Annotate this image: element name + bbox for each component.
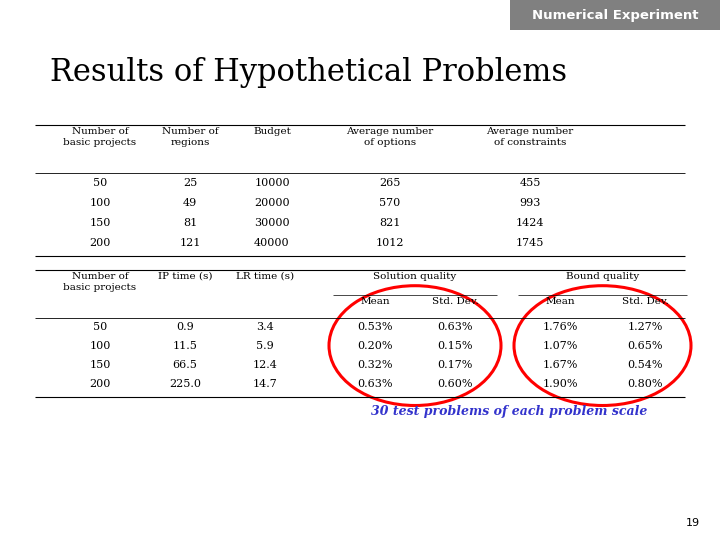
Text: 11.5: 11.5 bbox=[173, 341, 197, 351]
Text: 0.65%: 0.65% bbox=[627, 341, 662, 351]
Text: Number of
regions: Number of regions bbox=[162, 127, 218, 147]
Text: 12.4: 12.4 bbox=[253, 360, 277, 370]
Text: 200: 200 bbox=[89, 379, 111, 389]
Text: 50: 50 bbox=[93, 322, 107, 332]
Text: Results of Hypothetical Problems: Results of Hypothetical Problems bbox=[50, 57, 567, 87]
Text: 0.60%: 0.60% bbox=[437, 379, 473, 389]
Text: 81: 81 bbox=[183, 218, 197, 228]
Text: 0.15%: 0.15% bbox=[437, 341, 473, 351]
Text: 150: 150 bbox=[89, 360, 111, 370]
Text: 0.63%: 0.63% bbox=[357, 379, 392, 389]
Text: 455: 455 bbox=[519, 178, 541, 188]
Text: 1424: 1424 bbox=[516, 218, 544, 228]
Text: 30000: 30000 bbox=[254, 218, 290, 228]
Text: Number of
basic projects: Number of basic projects bbox=[63, 272, 137, 292]
Text: 121: 121 bbox=[179, 238, 201, 248]
Text: 100: 100 bbox=[89, 341, 111, 351]
Text: 1745: 1745 bbox=[516, 238, 544, 248]
Text: 0.32%: 0.32% bbox=[357, 360, 392, 370]
Text: 19: 19 bbox=[686, 518, 700, 528]
Text: 0.54%: 0.54% bbox=[627, 360, 662, 370]
Text: 265: 265 bbox=[379, 178, 401, 188]
Text: Solution quality: Solution quality bbox=[374, 272, 456, 281]
Text: 100: 100 bbox=[89, 198, 111, 208]
Text: 50: 50 bbox=[93, 178, 107, 188]
Text: 150: 150 bbox=[89, 218, 111, 228]
Text: 0.63%: 0.63% bbox=[437, 322, 473, 332]
Text: Numerical Experiment: Numerical Experiment bbox=[532, 9, 698, 22]
Text: Mean: Mean bbox=[545, 296, 575, 306]
Text: 0.53%: 0.53% bbox=[357, 322, 392, 332]
Text: 1.07%: 1.07% bbox=[542, 341, 577, 351]
Text: 10000: 10000 bbox=[254, 178, 290, 188]
Text: 3.4: 3.4 bbox=[256, 322, 274, 332]
Text: 14.7: 14.7 bbox=[253, 379, 277, 389]
Text: 1.76%: 1.76% bbox=[542, 322, 577, 332]
Text: 5.9: 5.9 bbox=[256, 341, 274, 351]
Text: 1.67%: 1.67% bbox=[542, 360, 577, 370]
Text: Std. Dev.: Std. Dev. bbox=[431, 296, 478, 306]
Text: 1012: 1012 bbox=[376, 238, 404, 248]
Text: Average number
of constraints: Average number of constraints bbox=[487, 127, 574, 147]
Text: 66.5: 66.5 bbox=[173, 360, 197, 370]
Text: 40000: 40000 bbox=[254, 238, 290, 248]
Text: Mean: Mean bbox=[360, 296, 390, 306]
Text: 0.80%: 0.80% bbox=[627, 379, 662, 389]
Text: IP time (s): IP time (s) bbox=[158, 272, 212, 281]
Text: 30 test problems of each problem scale: 30 test problems of each problem scale bbox=[371, 404, 647, 417]
Text: 1.90%: 1.90% bbox=[542, 379, 577, 389]
Text: Bound quality: Bound quality bbox=[566, 272, 639, 281]
Text: Budget: Budget bbox=[253, 127, 291, 136]
Text: Std. Dev.: Std. Dev. bbox=[621, 296, 668, 306]
Text: 20000: 20000 bbox=[254, 198, 290, 208]
Text: 1.27%: 1.27% bbox=[627, 322, 662, 332]
Bar bbox=[510, 0, 720, 30]
Text: 25: 25 bbox=[183, 178, 197, 188]
Text: LR time (s): LR time (s) bbox=[236, 272, 294, 281]
Text: 821: 821 bbox=[379, 218, 401, 228]
Text: Number of
basic projects: Number of basic projects bbox=[63, 127, 137, 147]
Text: 570: 570 bbox=[379, 198, 400, 208]
Text: 0.20%: 0.20% bbox=[357, 341, 392, 351]
Text: 49: 49 bbox=[183, 198, 197, 208]
Text: Average number
of options: Average number of options bbox=[346, 127, 433, 147]
Text: 0.17%: 0.17% bbox=[437, 360, 473, 370]
Text: 225.0: 225.0 bbox=[169, 379, 201, 389]
Text: 0.9: 0.9 bbox=[176, 322, 194, 332]
Text: 200: 200 bbox=[89, 238, 111, 248]
Text: 993: 993 bbox=[519, 198, 541, 208]
